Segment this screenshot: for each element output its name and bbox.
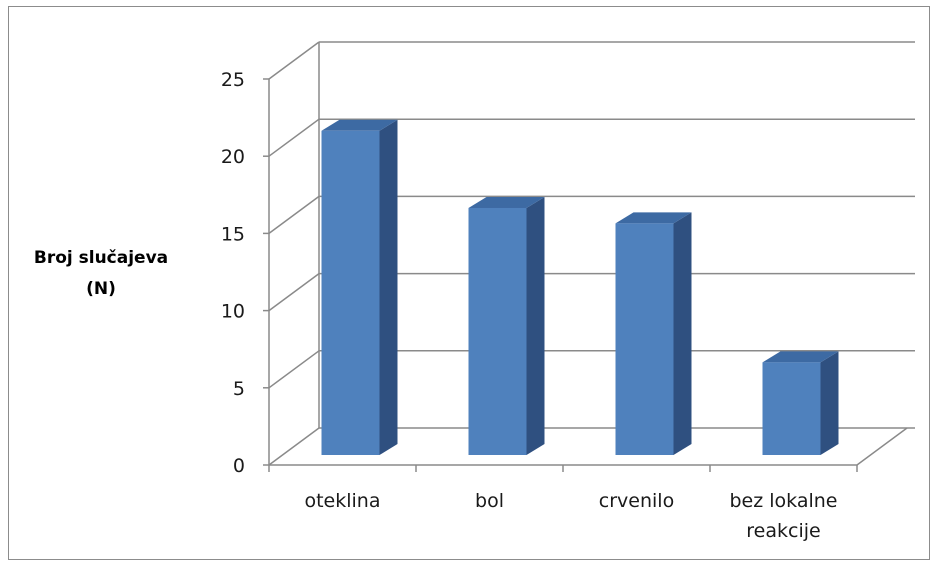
bar-front	[468, 207, 527, 455]
gridline-side	[268, 272, 320, 312]
x-tick-label-line: bol	[475, 490, 504, 512]
gridline-side	[268, 195, 320, 235]
bar-side	[673, 212, 692, 455]
bar-front	[762, 362, 821, 455]
gridline-side	[268, 350, 320, 389]
bar	[762, 351, 839, 455]
y-axis-ticks: 0 5 10 15 20 25	[221, 69, 245, 477]
y-tick-label: 15	[221, 223, 245, 245]
y-tick-label: 25	[221, 69, 245, 91]
y-tick-label: 10	[221, 301, 245, 323]
y-axis-label-line: Broj slučajeva	[34, 248, 168, 268]
bar-front	[321, 130, 380, 455]
bar-top	[762, 351, 839, 363]
chart-frame: 0 5 10 15 20 25 oteklina bol crvenilo bez lokaln…	[8, 6, 930, 560]
bar-side	[526, 196, 545, 455]
x-tick-label-line: oteklina	[304, 490, 380, 512]
bar-side	[379, 119, 398, 455]
bar	[321, 119, 398, 455]
x-tick-label: bez lokalne reakcije	[730, 490, 838, 542]
x-tick-label: crvenilo	[599, 490, 674, 512]
gridline-side	[268, 118, 320, 157]
gridline-side	[268, 427, 320, 466]
y-tick-label: 0	[233, 455, 245, 477]
bar	[615, 212, 692, 455]
y-tick-label: 5	[233, 378, 245, 400]
y-axis-label-line: (N)	[86, 279, 116, 299]
y-tick-label: 20	[221, 146, 245, 168]
bar	[468, 196, 545, 455]
x-tick-label-line: reakcije	[746, 520, 820, 542]
bar-top	[468, 196, 545, 208]
y-axis-label: Broj slučajeva (N)	[34, 248, 168, 299]
gridline-side	[268, 41, 320, 80]
x-tick-label-line: bez lokalne	[730, 490, 838, 512]
bar-front	[615, 223, 674, 455]
bar-top	[321, 119, 398, 131]
x-tick-label: bol	[475, 490, 504, 512]
x-tick-label: oteklina	[304, 490, 380, 512]
bar-chart: 0 5 10 15 20 25 oteklina bol crvenilo bez lokaln…	[34, 41, 915, 542]
bar-side	[820, 351, 839, 455]
bars	[321, 119, 839, 455]
x-axis-labels: oteklina bol crvenilo bez lokalne reakcije	[304, 490, 837, 542]
bar-top	[615, 212, 692, 224]
x-tick-label-line: crvenilo	[599, 490, 674, 512]
